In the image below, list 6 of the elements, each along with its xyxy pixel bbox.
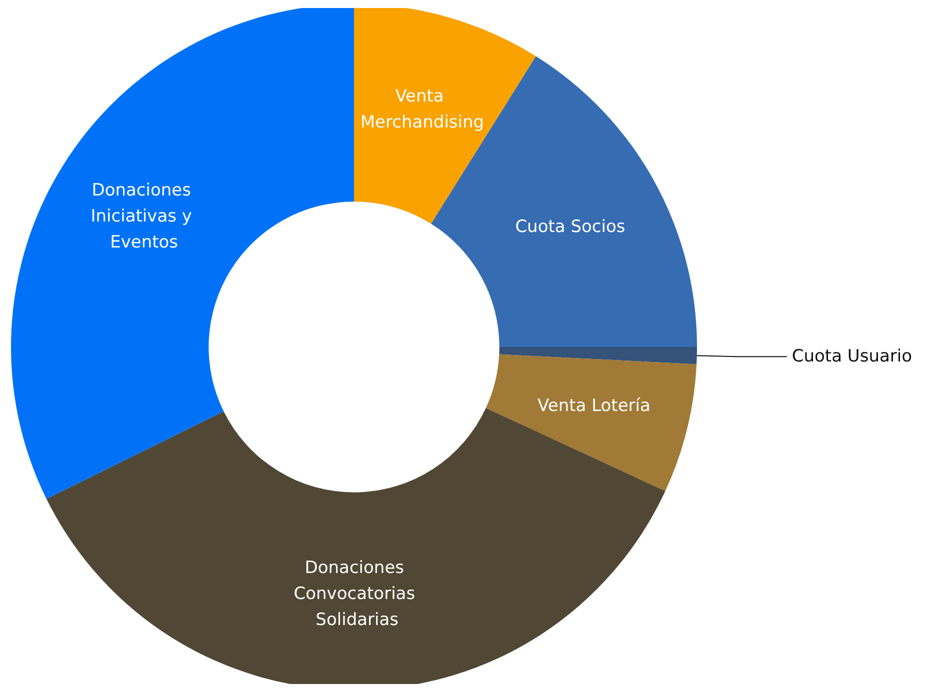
slice-label: Cuota Socios bbox=[515, 217, 626, 238]
slice-label: Donaciones Convocatorias Solidarias bbox=[294, 558, 420, 630]
slice-label: Venta Lotería bbox=[538, 396, 650, 416]
slice-label: Cuota Usuario bbox=[792, 346, 912, 367]
slice-label: Venta Merchandising bbox=[360, 86, 484, 132]
slice-label: Donaciones Iniciativas y Eventos bbox=[90, 180, 198, 253]
